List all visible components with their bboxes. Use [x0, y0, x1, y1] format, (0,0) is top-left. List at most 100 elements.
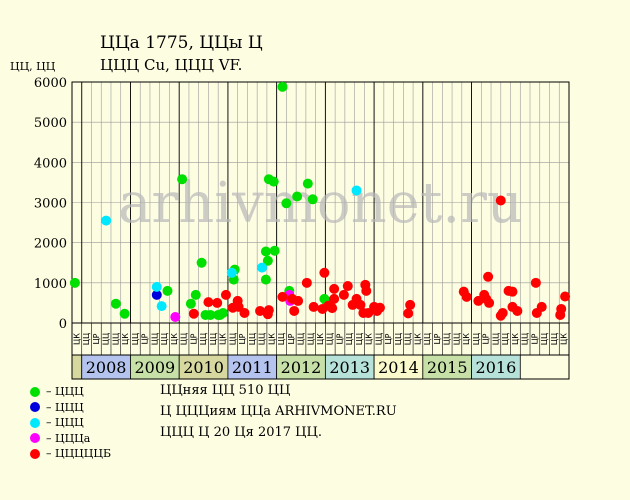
data-point [220, 289, 231, 300]
data-point [110, 298, 121, 309]
data-point [530, 277, 541, 288]
data-point [226, 267, 237, 278]
data-point [190, 289, 201, 300]
y-tick-label: 5000 [34, 116, 67, 131]
data-point [212, 297, 223, 308]
data-point [355, 299, 366, 310]
month-label: ЦЦ [306, 333, 315, 345]
legend-item: – ЦЦЦ [30, 400, 111, 416]
data-point [218, 307, 229, 318]
data-point [239, 307, 250, 318]
legend-marker [30, 433, 40, 444]
month-label: ЦЦ [131, 333, 140, 345]
month-label: ЦЦ [423, 333, 432, 345]
data-point [308, 301, 319, 312]
data-point [507, 286, 518, 297]
legend-item: – ЦЦЦ [30, 415, 111, 431]
y-tick-label: 1000 [34, 277, 67, 292]
year-cell [373, 354, 424, 380]
legend-item: – ЦЦЦЦЦБ [30, 446, 111, 462]
data-point [329, 293, 340, 304]
y-tick-label: 3000 [34, 197, 67, 212]
month-label: ЦК [511, 333, 520, 345]
month-label: ЦЦ [297, 333, 306, 345]
month-label: ЦР [433, 333, 442, 344]
legend-marker [30, 417, 40, 428]
data-point [151, 289, 162, 300]
data-point [495, 195, 506, 206]
month-label: ЦЦ [228, 333, 237, 345]
data-point [319, 267, 330, 278]
year-label: 2012 [281, 358, 322, 377]
data-point [170, 311, 181, 322]
data-point [405, 299, 416, 310]
data-point [556, 303, 567, 314]
y-tick-label: 6000 [34, 76, 67, 91]
month-label: ЦК [365, 333, 374, 345]
month-label: ЦЦ [374, 333, 383, 345]
chart-border [71, 81, 570, 380]
data-point [268, 176, 279, 187]
legend-label: – ЦЦЦ [46, 416, 84, 430]
month-label: ЦК [462, 333, 471, 345]
month-label: ЦЦ [82, 333, 91, 345]
data-point [263, 305, 274, 316]
y-tick-label: 2000 [34, 237, 67, 252]
data-point [260, 274, 271, 285]
month-label: ЦК [72, 333, 81, 345]
month-label: ЦЦ [150, 333, 159, 345]
data-point [277, 291, 288, 302]
month-label: ЦР [335, 333, 344, 344]
data-point [289, 305, 300, 316]
legend-marker [30, 386, 40, 397]
year-label: 2010 [183, 358, 224, 377]
month-label: ЦЦ [326, 333, 335, 345]
data-point [281, 198, 292, 209]
note-line-source: Ц ЦЦЦиям ЦЦа ARHIVMONET.RU [160, 404, 397, 419]
data-point [301, 277, 312, 288]
month-label: ЦК [413, 333, 422, 345]
month-label: ЦР [92, 333, 101, 344]
data-point [361, 285, 372, 296]
month-label: ЦК [316, 333, 325, 345]
data-point [255, 305, 266, 316]
data-point [185, 298, 196, 309]
data-point [69, 277, 80, 288]
month-label: ЦЦ [248, 333, 257, 345]
month-label: ЦЦ [199, 333, 208, 345]
data-point [483, 271, 494, 282]
data-point [307, 194, 318, 205]
month-label: ЦЦ [258, 333, 267, 345]
month-label: ЦК [219, 333, 228, 345]
year-label: 2013 [329, 358, 370, 377]
data-point [196, 257, 207, 268]
data-point [151, 281, 162, 292]
year-cell [422, 354, 472, 380]
data-point [338, 289, 349, 300]
data-point [101, 215, 112, 226]
y-tick-label: 4000 [34, 156, 67, 171]
chart-subtitle: ЦЦЦ Cu, ЦЦЦ VF. [100, 56, 243, 74]
month-label: ЦР [530, 333, 539, 344]
data-point [262, 255, 273, 266]
year-cell [130, 354, 180, 380]
month-label: ЦК [267, 333, 276, 345]
data-point [484, 297, 495, 308]
legend-marker [30, 448, 40, 459]
legend-marker [30, 402, 40, 413]
data-point [257, 262, 268, 273]
data-point [292, 191, 303, 202]
month-label: ЦР [287, 333, 296, 344]
month-label: ЦК [560, 333, 569, 345]
year-label: 2011 [232, 358, 273, 377]
legend-label: – ЦЦЦа [46, 431, 91, 445]
data-point [293, 295, 304, 306]
month-label: ЦЦ [540, 333, 549, 345]
month-label: ЦЦ [394, 333, 403, 345]
data-point [374, 302, 385, 313]
month-label: ЦЦ [180, 333, 189, 345]
month-label: ЦЦ [491, 333, 500, 345]
month-label: ЦР [384, 333, 393, 344]
year-label: 2014 [378, 358, 419, 377]
